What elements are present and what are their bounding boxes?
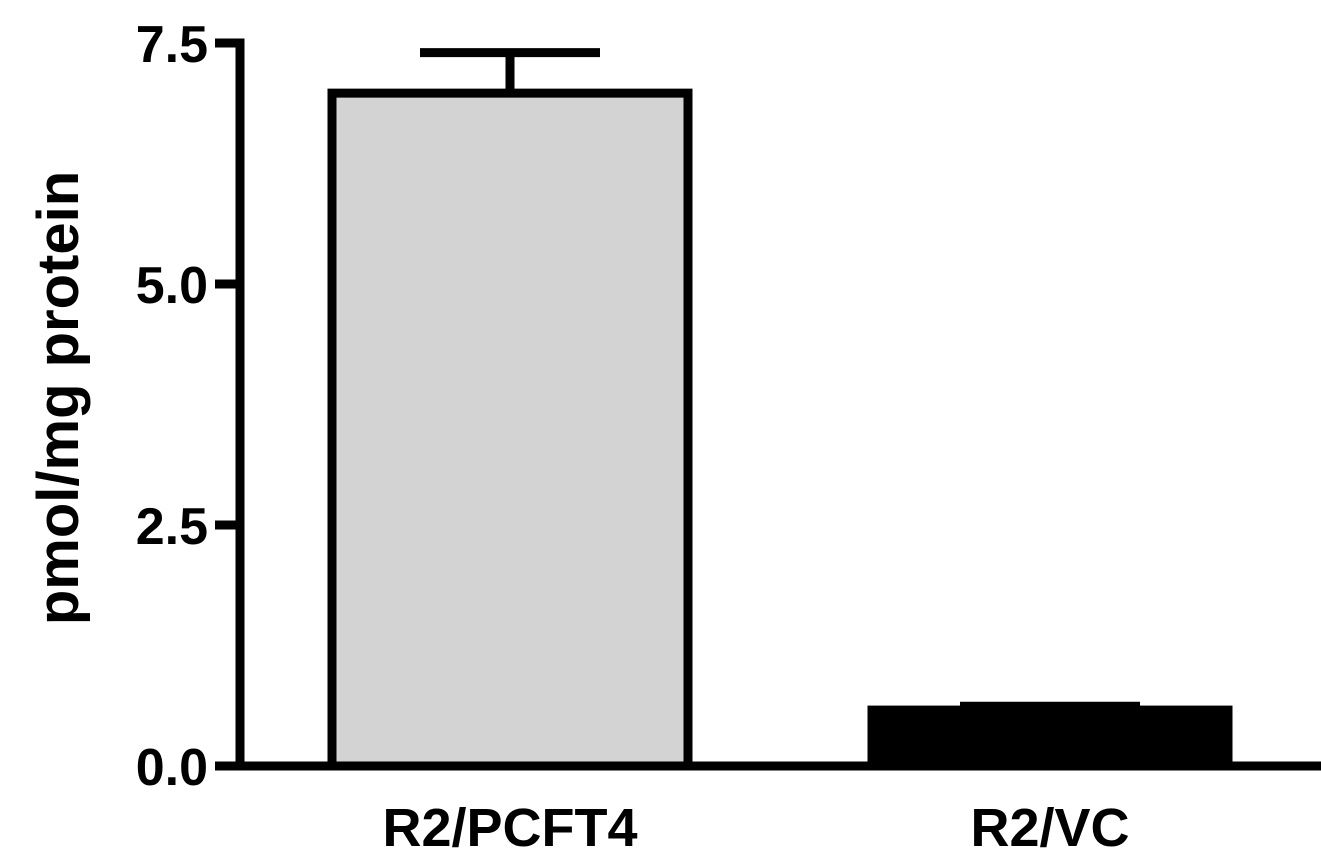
bar-r2-vc bbox=[867, 705, 1233, 771]
y-ticks: 0.0 2.5 5.0 7.5 bbox=[136, 16, 240, 797]
x-category-label: R2/PCFT4 bbox=[382, 798, 637, 858]
y-axis-title: pmol/mg protein bbox=[26, 171, 91, 625]
y-tick-label: 7.5 bbox=[136, 16, 208, 74]
y-axis: 0.0 2.5 5.0 7.5 bbox=[136, 16, 245, 797]
y-tick-label: 0.0 bbox=[136, 739, 208, 797]
y-tick-label: 5.0 bbox=[136, 257, 208, 315]
y-tick-label: 2.5 bbox=[136, 498, 208, 556]
error-bars bbox=[420, 48, 1140, 711]
x-category-label: R2/VC bbox=[970, 798, 1129, 858]
category-labels: R2/PCFT4 R2/VC bbox=[382, 798, 1129, 858]
bars bbox=[327, 88, 1233, 771]
bar-r2-pcft4 bbox=[327, 88, 693, 771]
